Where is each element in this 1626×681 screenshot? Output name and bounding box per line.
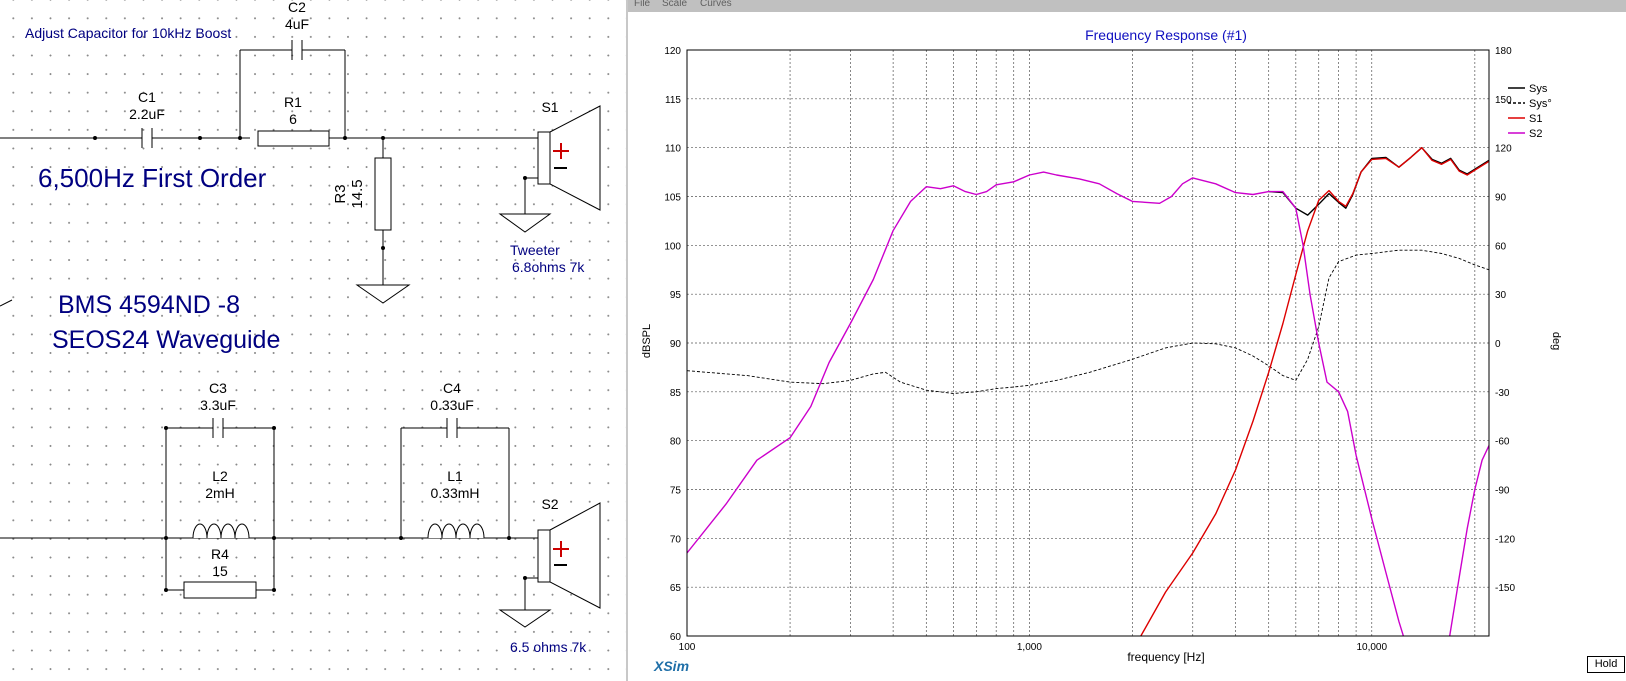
r1-value: 6 <box>289 111 297 127</box>
l2-value: 2mH <box>205 485 235 501</box>
x-axis-label: frequency [Hz] <box>1127 650 1204 664</box>
legend-label: S2 <box>1529 128 1542 140</box>
y2-tick-label: 150 <box>1495 95 1512 106</box>
series-line-S2 <box>687 171 1405 636</box>
menu-curves[interactable]: Curves <box>700 0 732 9</box>
schematic-panel: Adjust Capacitor for 10kHz Boost 6,500Hz… <box>0 0 627 681</box>
chart-series <box>687 147 1489 636</box>
y-tick-label: 105 <box>664 193 681 204</box>
menu-file[interactable]: File <box>634 0 651 9</box>
chart-axes: 60 65 70 75 80 85 90 95 100 105 110 115 120 -150 -120 -… <box>664 46 1515 653</box>
s2-label: 6.5 ohms 7k <box>510 639 587 655</box>
plot-frame <box>686 49 1490 637</box>
c2-name: C2 <box>288 0 306 15</box>
legend-label: S1 <box>1529 113 1542 125</box>
l1-value: 0.33mH <box>430 485 479 501</box>
l1-name: L1 <box>447 468 463 484</box>
s1-label-2: 6.8ohms 7k <box>512 259 585 275</box>
y-tick-label: 110 <box>665 144 681 155</box>
series-line-S1 <box>1140 147 1489 636</box>
c4-value: 0.33uF <box>430 397 474 413</box>
c2-value: 4uF <box>285 16 309 32</box>
y2-axis-label: deg <box>1550 332 1562 350</box>
y2-tick-label: -90 <box>1495 486 1510 497</box>
y-tick-label: 70 <box>670 534 682 545</box>
c1-value: 2.2uF <box>129 106 165 122</box>
y2-tick-label: -60 <box>1495 437 1510 448</box>
y2-tick-label: 120 <box>1495 144 1512 155</box>
y-tick-label: 95 <box>670 290 682 301</box>
y-tick-label: 75 <box>670 486 682 497</box>
chart-grid <box>687 50 1489 636</box>
s1-label-1: Tweeter <box>510 242 560 258</box>
r4-value: 15 <box>212 563 228 579</box>
y2-tick-label: -30 <box>1495 388 1510 399</box>
y2-tick-label: 60 <box>1495 241 1507 252</box>
s2-name: S2 <box>541 496 558 512</box>
y-tick-label: 80 <box>670 437 682 448</box>
waveguide-label: SEOS24 Waveguide <box>52 326 280 354</box>
y2-tick-label: 0 <box>1495 339 1501 350</box>
y2-tick-label: -120 <box>1495 534 1515 545</box>
chart-legend: Sys Sys° S1 S2 <box>1508 83 1552 140</box>
menu-bar: File Scale Curves <box>628 0 1626 12</box>
c4-name: C4 <box>443 380 461 396</box>
x-tick-label: 10,000 <box>1356 642 1387 653</box>
series-line-Sys-phase <box>687 249 1489 394</box>
y-tick-label: 60 <box>670 632 682 643</box>
schematic-note: Adjust Capacitor for 10kHz Boost <box>25 25 231 41</box>
frequency-response-chart: 60 65 70 75 80 85 90 95 100 105 110 115 120 -150 -120 -… <box>641 27 1562 664</box>
y-tick-label: 100 <box>664 241 681 252</box>
r4-name: R4 <box>211 546 229 562</box>
frequency-response-window: File Scale Curves 60 65 70 75 80 85 90 95 100 105… <box>628 0 1626 681</box>
s1-name: S1 <box>541 99 558 115</box>
hold-button[interactable]: Hold <box>1587 656 1625 673</box>
series-line-Sys <box>1268 147 1489 216</box>
y-axis-label: dBSPL <box>641 324 653 358</box>
y2-tick-label: 180 <box>1495 46 1512 57</box>
y-tick-label: 120 <box>664 46 681 57</box>
c3-name: C3 <box>209 380 227 396</box>
pane-divider[interactable] <box>626 0 628 681</box>
l2-name: L2 <box>212 468 228 484</box>
x-tick-label: 1,000 <box>1017 642 1042 653</box>
x-tick-label: 100 <box>679 642 696 653</box>
chart-title: Frequency Response (#1) <box>1085 27 1247 43</box>
menu-scale[interactable]: Scale <box>662 0 688 9</box>
r3-name: R3 <box>332 184 349 203</box>
legend-label: Sys° <box>1529 98 1552 110</box>
crossover-order-label: 6,500Hz First Order <box>38 163 267 193</box>
schematic-diagram: Adjust Capacitor for 10kHz Boost 6,500Hz… <box>0 0 601 655</box>
legend-label: Sys <box>1529 83 1548 95</box>
c3-value: 3.3uF <box>200 397 236 413</box>
r3-value: 14.5 <box>349 179 366 208</box>
y2-tick-label: -150 <box>1495 583 1515 594</box>
y2-tick-label: 30 <box>1495 290 1507 301</box>
series-line-S2 <box>1448 445 1489 636</box>
y-tick-label: 90 <box>670 339 682 350</box>
driver-model-label: BMS 4594ND -8 <box>58 291 240 319</box>
y-tick-label: 85 <box>670 388 682 399</box>
y2-tick-label: 90 <box>1495 193 1507 204</box>
c1-name: C1 <box>138 89 156 105</box>
r1-name: R1 <box>284 94 302 110</box>
xsim-logo: XSim <box>654 658 690 674</box>
y-tick-label: 65 <box>670 583 682 594</box>
y-tick-label: 115 <box>665 95 681 106</box>
